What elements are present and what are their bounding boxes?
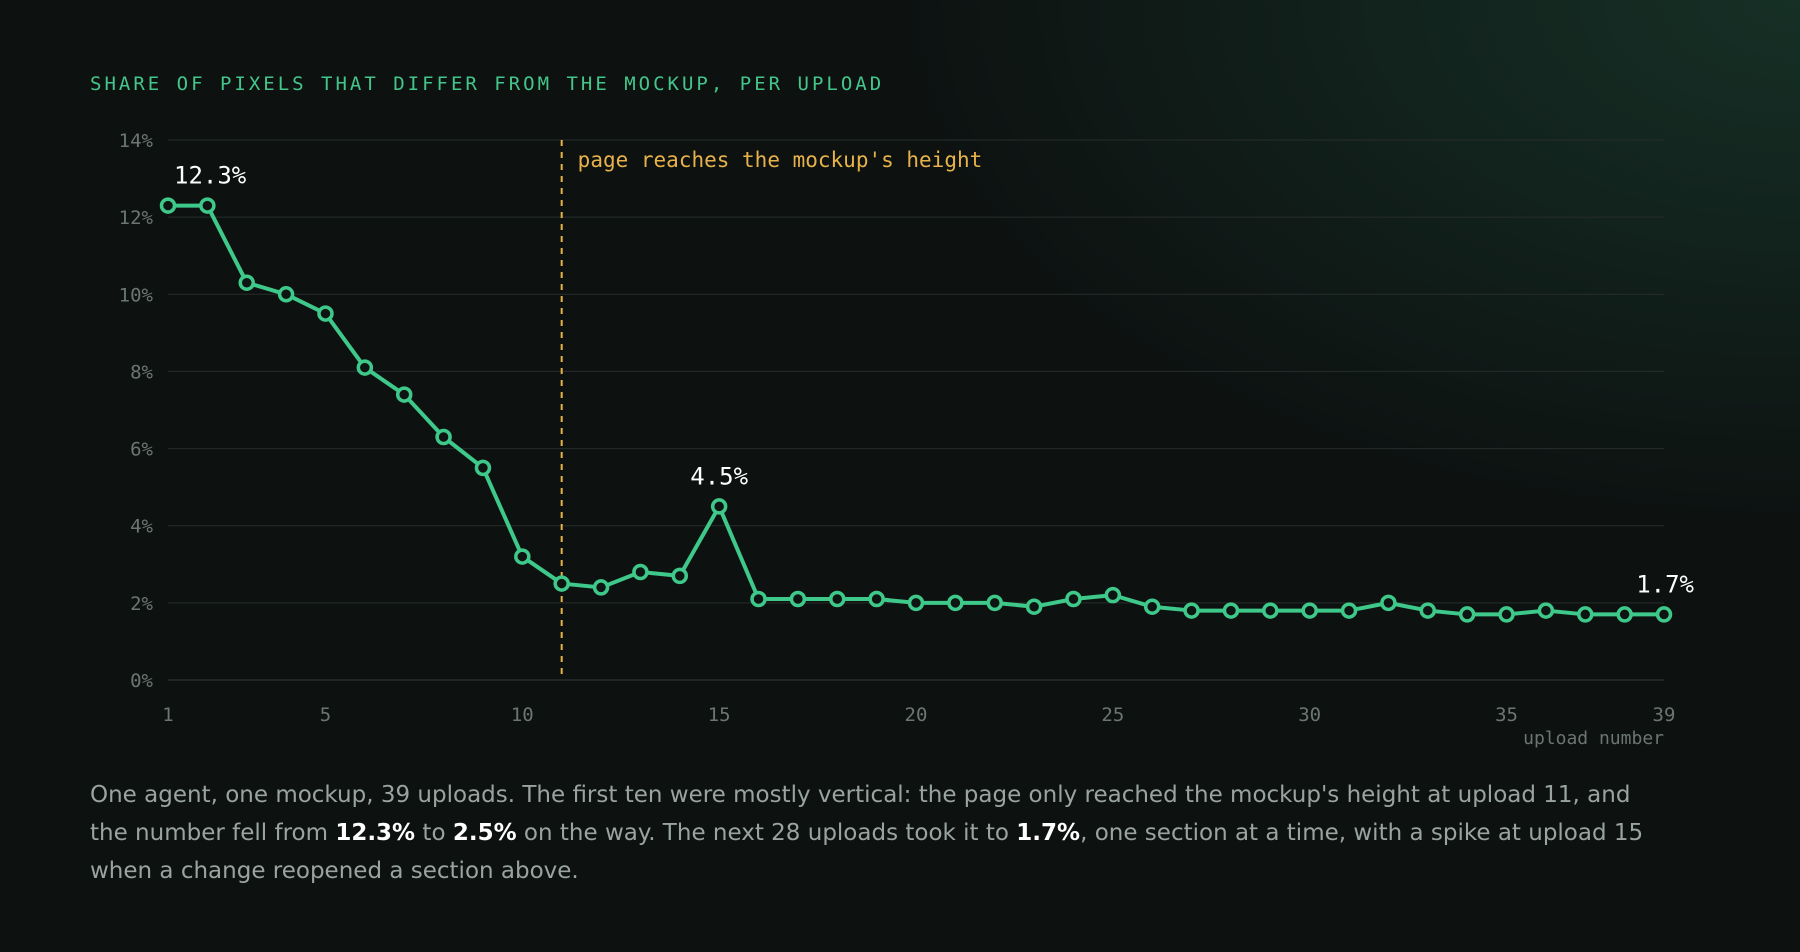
data-point — [238, 274, 255, 291]
series-layer — [159, 197, 1673, 623]
data-point — [317, 305, 334, 322]
x-tick-label: 15 — [708, 704, 731, 726]
data-point — [395, 386, 413, 403]
grid-layer: 0%2%4%6%8%10%12%14%1 5 10 15 20 25 30 35 39uploa… — [119, 130, 1676, 749]
data-point — [1222, 602, 1240, 619]
data-point — [1655, 606, 1673, 623]
data-point — [514, 548, 531, 565]
data-label: 12.3% — [174, 162, 247, 190]
data-point — [159, 197, 177, 214]
label-layer: 12.3% 4.5% 1.7% — [174, 162, 1695, 599]
data-point — [1537, 602, 1555, 619]
data-point — [356, 359, 374, 376]
data-point — [1380, 594, 1397, 612]
caption-text: , one section at a time, with a spike at… — [90, 820, 1644, 884]
y-tick-label: 12% — [119, 207, 154, 229]
data-point — [199, 197, 216, 214]
annotation-layer: page reaches the mockup's height — [560, 140, 983, 680]
x-axis-title: upload number — [1523, 728, 1664, 749]
y-tick-label: 4% — [130, 516, 153, 538]
data-point — [789, 590, 807, 608]
y-tick-label: 8% — [130, 361, 153, 383]
data-point — [1577, 606, 1594, 623]
data-point — [553, 575, 570, 592]
x-tick-label: 35 — [1495, 704, 1518, 726]
data-point — [986, 594, 1003, 612]
x-tick-label: 10 — [511, 704, 534, 726]
data-point — [474, 459, 492, 477]
data-point — [1065, 590, 1082, 608]
chart-title: SHARE OF PIXELS THAT DIFFER FROM THE MOC… — [90, 73, 885, 95]
data-point — [1262, 602, 1279, 619]
y-tick-label: 0% — [130, 670, 153, 692]
caption-text: One agent, one mockup, 39 uploads. The f… — [90, 782, 1631, 846]
data-point — [1419, 602, 1437, 619]
data-point — [671, 567, 689, 585]
chart-caption: One agent, one mockup, 39 uploads. The f… — [90, 776, 1650, 890]
data-point — [1025, 598, 1043, 615]
x-tick-label: 1 — [162, 704, 173, 726]
y-tick-label: 10% — [119, 284, 154, 306]
data-point — [947, 594, 964, 612]
data-point — [1340, 602, 1358, 619]
caption-value-start: 12.3% — [335, 820, 416, 846]
data-point — [1458, 606, 1476, 623]
x-tick-label: 20 — [905, 704, 928, 726]
data-point — [1498, 606, 1515, 623]
x-tick-label: 5 — [320, 704, 331, 726]
data-point — [1104, 586, 1122, 604]
x-tick-label: 30 — [1298, 704, 1321, 726]
data-point — [829, 590, 846, 608]
y-tick-label: 14% — [119, 130, 154, 152]
data-point — [907, 594, 925, 612]
x-tick-label: 25 — [1101, 704, 1124, 726]
data-point — [1616, 606, 1633, 623]
caption-value-mid: 2.5% — [452, 820, 517, 846]
caption-text: to — [415, 820, 453, 846]
data-point — [592, 579, 610, 596]
x-tick-label: 39 — [1653, 704, 1676, 726]
annotation-label: page reaches the mockup's height — [578, 148, 983, 172]
data-point — [868, 590, 885, 608]
series-line — [166, 203, 1666, 617]
data-point — [1301, 602, 1318, 619]
data-point — [750, 590, 767, 608]
y-tick-label: 6% — [130, 439, 153, 461]
caption-text: on the way. The next 28 uploads took it … — [516, 820, 1017, 846]
line-chart: 0%2%4%6%8%10%12%14%1 5 10 15 20 25 30 35 39uploa… — [119, 130, 1695, 749]
data-point — [435, 428, 452, 446]
data-point — [632, 563, 649, 581]
data-point — [1183, 602, 1200, 619]
data-label: 4.5% — [690, 462, 748, 490]
y-tick-label: 2% — [130, 593, 153, 615]
data-label: 1.7% — [1636, 570, 1694, 598]
caption-value-end: 1.7% — [1016, 820, 1081, 846]
data-point — [277, 286, 295, 303]
data-point — [1143, 598, 1161, 615]
data-point — [710, 498, 728, 515]
